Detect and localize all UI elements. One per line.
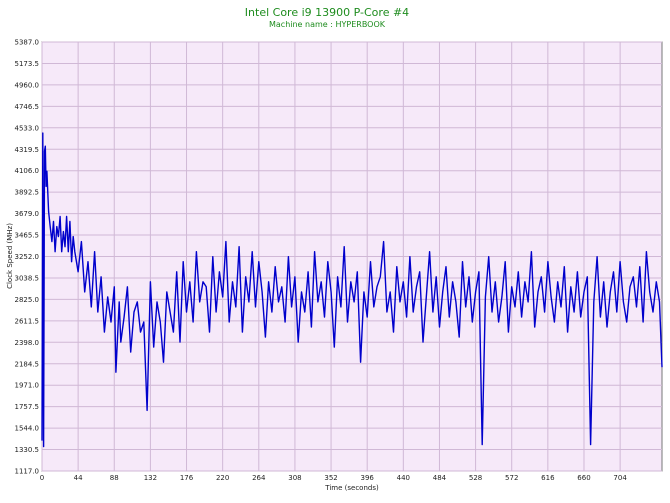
x-axis-label: Time (seconds) bbox=[324, 484, 379, 492]
y-tick-label: 4746.5 bbox=[15, 103, 40, 111]
chart-title: Intel Core i9 13900 P-Core #4 bbox=[245, 6, 409, 19]
grid bbox=[41, 41, 662, 472]
y-tick-label: 4960.0 bbox=[15, 81, 40, 89]
y-tick-label: 4533.0 bbox=[15, 124, 40, 132]
y-tick-label: 1544.0 bbox=[15, 425, 40, 433]
series-layer bbox=[41, 132, 663, 448]
x-tick-label: 0 bbox=[40, 474, 44, 482]
y-tick-label: 3679.0 bbox=[15, 210, 40, 218]
y-tick-label: 5173.5 bbox=[15, 60, 40, 68]
y-tick-label: 1117.0 bbox=[15, 468, 40, 476]
y-tick-label: 4106.0 bbox=[15, 167, 40, 175]
y-tick-label: 1757.5 bbox=[15, 403, 40, 411]
y-tick-label: 1330.5 bbox=[15, 446, 40, 454]
x-tick-label: 176 bbox=[180, 474, 194, 482]
x-tick-label: 44 bbox=[74, 474, 83, 482]
y-tick-label: 2611.5 bbox=[15, 317, 40, 325]
x-tick-label: 616 bbox=[541, 474, 555, 482]
x-tick-label: 264 bbox=[252, 474, 266, 482]
x-tick-label: 132 bbox=[144, 474, 157, 482]
y-axis-ticks: 5387.0 5173.5 4960.0 4746.5 4533.0 4319.5 4106… bbox=[15, 39, 40, 476]
x-tick-label: 704 bbox=[613, 474, 627, 482]
x-tick-label: 88 bbox=[110, 474, 119, 482]
y-axis-label: Clock Speed (MHz) bbox=[6, 223, 14, 289]
y-tick-label: 3465.5 bbox=[15, 232, 40, 240]
x-tick-label: 528 bbox=[469, 474, 482, 482]
x-tick-label: 484 bbox=[433, 474, 447, 482]
y-tick-label: 1971.0 bbox=[15, 382, 40, 390]
x-tick-label: 440 bbox=[397, 474, 410, 482]
x-tick-label: 660 bbox=[577, 474, 590, 482]
chart-subtitle: Machine name : HYPERBOOK bbox=[269, 20, 386, 29]
y-tick-label: 2184.5 bbox=[15, 360, 40, 368]
series-line bbox=[41, 132, 663, 448]
y-tick-label: 2825.0 bbox=[15, 296, 40, 304]
y-tick-label: 4319.5 bbox=[15, 146, 40, 154]
x-axis-ticks: 0 44 88 132 176 220 264 308 352 396 440 484 528 572 61… bbox=[40, 474, 628, 482]
x-tick-label: 572 bbox=[505, 474, 518, 482]
y-tick-label: 3038.5 bbox=[15, 274, 40, 282]
y-tick-label: 5387.0 bbox=[15, 39, 40, 47]
x-tick-label: 308 bbox=[288, 474, 301, 482]
y-tick-label: 2398.0 bbox=[15, 339, 40, 347]
y-tick-label: 3252.0 bbox=[15, 253, 40, 261]
x-tick-label: 396 bbox=[361, 474, 375, 482]
y-tick-label: 3892.5 bbox=[15, 189, 40, 197]
x-tick-label: 352 bbox=[324, 474, 337, 482]
x-tick-label: 220 bbox=[216, 474, 229, 482]
